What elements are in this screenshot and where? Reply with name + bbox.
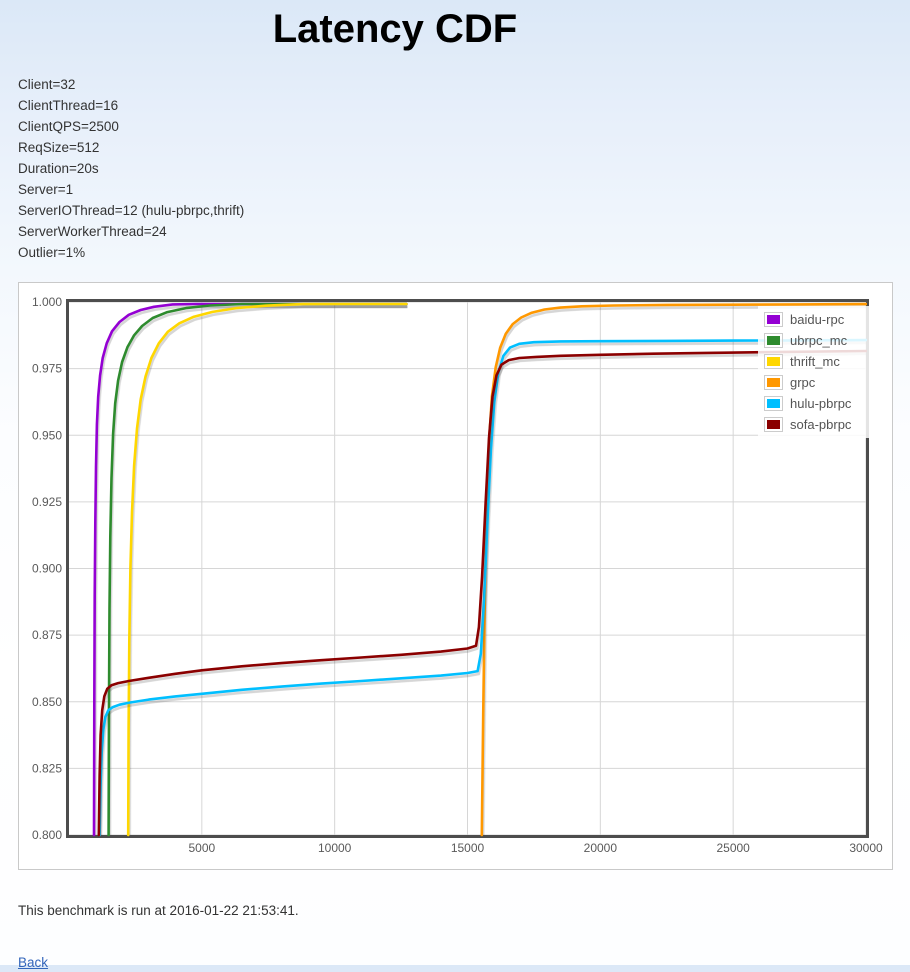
legend-swatch-icon — [764, 417, 783, 432]
legend-color-box — [767, 420, 780, 429]
series-shadow2-sofa-pbrpc — [98, 352, 867, 837]
page-title: Latency CDF — [272, 7, 518, 51]
legend-color-box — [767, 357, 780, 366]
legend-label: sofa-pbrpc — [790, 417, 852, 432]
series-line-baidu-rpc — [92, 302, 408, 837]
legend-swatch-icon — [764, 375, 783, 390]
latency-cdf-chart: 5000 10000 15000 20000 25000 30000 1.000 0.975 0… — [18, 282, 893, 870]
legend-item-hulu-pbrpc: hulu-pbrpc — [764, 393, 868, 414]
legend-label: hulu-pbrpc — [790, 396, 852, 411]
param-line: Server=1 — [18, 182, 74, 197]
x-tick-label: 5000 — [188, 841, 215, 855]
series-shadow-ubrpc_mc — [107, 304, 408, 837]
param-line: ClientThread=16 — [18, 98, 119, 113]
title-wrap: Latency CDF — [0, 0, 790, 52]
x-tick-label: 30000 — [849, 841, 883, 855]
legend-label: ubrpc_mc — [790, 333, 848, 348]
series-shadow-thrift_mc — [127, 304, 408, 837]
y-tick-label: 1.000 — [32, 295, 62, 309]
legend-item-sofa-pbrpc: sofa-pbrpc — [764, 414, 868, 435]
y-tick-label: 0.875 — [32, 628, 62, 642]
legend-swatch-icon — [764, 354, 783, 369]
legend-label: baidu-rpc — [790, 312, 845, 327]
param-line: ReqSize=512 — [18, 140, 100, 155]
y-tick-label: 0.975 — [32, 362, 62, 376]
x-tick-label: 10000 — [318, 841, 352, 855]
series-shadow2-thrift_mc — [127, 305, 408, 837]
legend-color-box — [767, 336, 780, 345]
series-shadow2-hulu-pbrpc — [99, 341, 867, 837]
y-tick-label: 0.850 — [32, 695, 62, 709]
legend-label: thrift_mc — [790, 354, 840, 369]
param-line: ClientQPS=2500 — [18, 119, 119, 134]
legend-item-grpc: grpc — [764, 372, 868, 393]
x-tick-label: 15000 — [451, 841, 485, 855]
plot-border — [66, 299, 869, 838]
back-link[interactable]: Back — [18, 955, 49, 970]
series-line-thrift_mc — [126, 302, 408, 837]
series-shadow-baidu-rpc — [93, 304, 408, 837]
param-line: Duration=20s — [18, 161, 99, 176]
legend-label: grpc — [790, 375, 816, 390]
legend-color-box — [767, 378, 780, 387]
param-line: ServerWorkerThread=24 — [18, 224, 167, 239]
series-shadow2-baidu-rpc — [93, 305, 408, 837]
param-line: ServerIOThread=12 (hulu-pbrpc,thrift) — [18, 203, 245, 218]
series-shadow-sofa-pbrpc — [97, 351, 867, 837]
series-shadow2-ubrpc_mc — [108, 305, 408, 837]
series-shadow-hulu-pbrpc — [98, 340, 867, 837]
y-tick-label: 0.800 — [32, 828, 62, 842]
legend-swatch-icon — [764, 396, 783, 411]
series-line-hulu-pbrpc — [98, 338, 867, 837]
legend-color-box — [767, 315, 780, 324]
param-line: Client=32 — [18, 77, 76, 92]
benchmark-note: This benchmark is run at 2016-01-22 21:5… — [18, 903, 299, 918]
x-tick-label: 20000 — [584, 841, 618, 855]
legend-color-box — [767, 399, 780, 408]
series-line-sofa-pbrpc — [97, 349, 867, 837]
legend-item-thrift_mc: thrift_mc — [764, 351, 868, 372]
series-group — [92, 302, 867, 837]
y-tick-label: 0.950 — [32, 428, 62, 442]
param-line: Outlier=1% — [18, 245, 86, 260]
x-tick-label: 25000 — [716, 841, 750, 855]
legend-item-ubrpc_mc: ubrpc_mc — [764, 330, 868, 351]
y-tick-label: 0.900 — [32, 562, 62, 576]
legend-swatch-icon — [764, 333, 783, 348]
params-list: Client=32 ClientThread=16 ClientQPS=2500 Re… — [18, 74, 910, 263]
y-tick-label: 0.825 — [32, 761, 62, 775]
legend-swatch-icon — [764, 312, 783, 327]
cdf-chart-svg: 5000 10000 15000 20000 25000 30000 1.000 0.975 0… — [32, 295, 883, 855]
legend-item-baidu-rpc: baidu-rpc — [764, 309, 868, 330]
y-tick-label: 0.925 — [32, 495, 62, 509]
series-line-ubrpc_mc — [107, 302, 408, 837]
